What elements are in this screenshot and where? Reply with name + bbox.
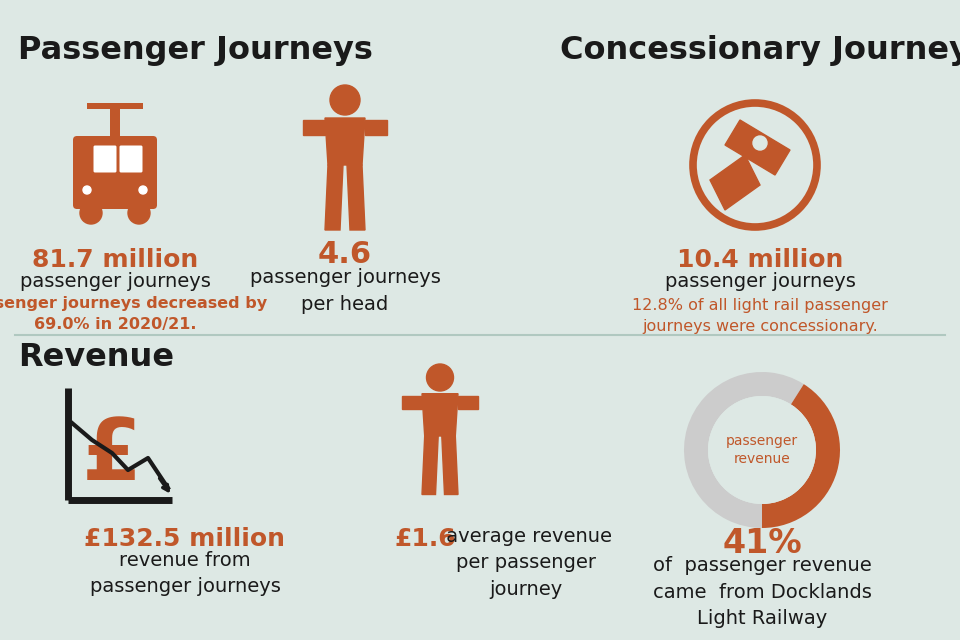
Text: 10.4 million: 10.4 million <box>677 248 843 272</box>
Polygon shape <box>402 396 422 409</box>
FancyBboxPatch shape <box>119 145 142 173</box>
Polygon shape <box>303 120 325 135</box>
Circle shape <box>83 186 91 194</box>
Polygon shape <box>422 436 438 495</box>
Text: passenger journeys
per head: passenger journeys per head <box>250 268 441 314</box>
Polygon shape <box>710 155 760 210</box>
FancyBboxPatch shape <box>93 145 116 173</box>
Polygon shape <box>422 394 458 436</box>
Circle shape <box>708 396 816 504</box>
Text: revenue from
passenger journeys: revenue from passenger journeys <box>89 551 280 596</box>
Polygon shape <box>325 165 343 230</box>
Text: of  passenger revenue
came  from Docklands
Light Railway: of passenger revenue came from Docklands… <box>653 556 872 628</box>
Text: 12.8% of all light rail passenger
journeys were concessionary.: 12.8% of all light rail passenger journe… <box>632 298 888 334</box>
Bar <box>87 103 143 109</box>
Text: Revenue: Revenue <box>18 342 174 373</box>
Polygon shape <box>347 165 365 230</box>
Circle shape <box>753 136 767 150</box>
Polygon shape <box>365 120 387 135</box>
Text: 81.7 million: 81.7 million <box>32 248 198 272</box>
Text: £1.6: £1.6 <box>395 527 457 551</box>
Text: passenger journeys: passenger journeys <box>664 272 855 291</box>
Wedge shape <box>762 384 840 528</box>
Text: passenger
revenue: passenger revenue <box>726 434 798 466</box>
Text: 41%: 41% <box>722 527 802 560</box>
Polygon shape <box>725 120 790 175</box>
Circle shape <box>80 202 102 224</box>
Polygon shape <box>442 436 458 495</box>
Wedge shape <box>684 372 804 528</box>
Text: average revenue
per passenger
journey: average revenue per passenger journey <box>440 527 612 599</box>
Polygon shape <box>458 396 478 409</box>
Circle shape <box>426 364 453 391</box>
Text: Concessionary Journeys: Concessionary Journeys <box>560 35 960 66</box>
Text: Passenger journeys decreased by
69.0% in 2020/21.: Passenger journeys decreased by 69.0% in… <box>0 296 267 332</box>
Circle shape <box>128 202 150 224</box>
Text: £132.5 million: £132.5 million <box>84 527 285 551</box>
FancyBboxPatch shape <box>73 136 157 209</box>
Circle shape <box>139 186 147 194</box>
Polygon shape <box>325 118 365 165</box>
Text: passenger journeys: passenger journeys <box>19 272 210 291</box>
Circle shape <box>330 85 360 115</box>
Text: Passenger Journeys: Passenger Journeys <box>18 35 372 66</box>
Text: £: £ <box>82 415 142 497</box>
Text: 4.6: 4.6 <box>318 240 372 269</box>
Bar <box>110 105 120 140</box>
